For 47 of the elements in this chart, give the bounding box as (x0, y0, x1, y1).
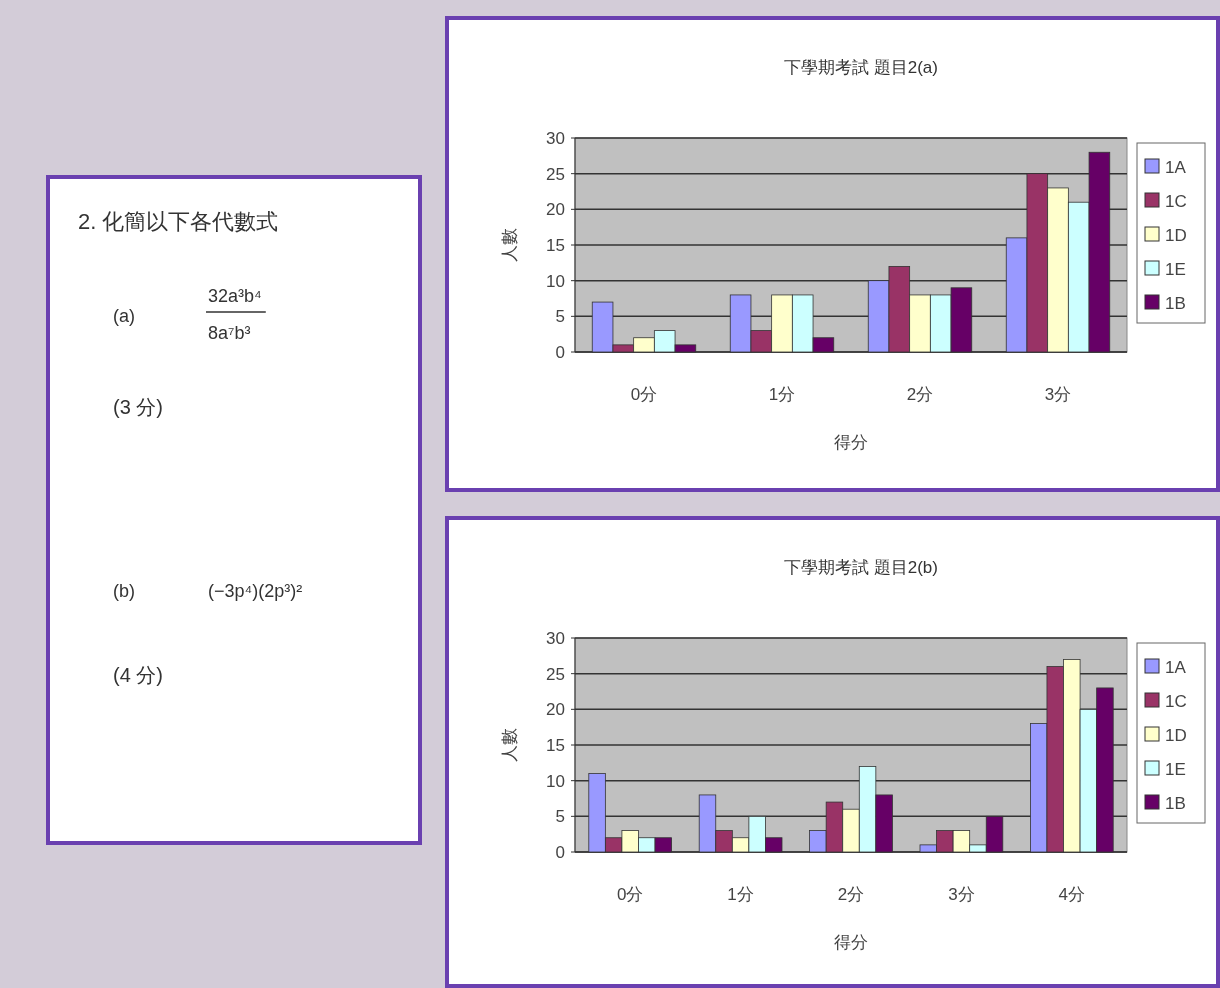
y-tick-label: 25 (546, 664, 565, 684)
text: (3 分) (113, 396, 163, 418)
legend-label: 1D (1165, 226, 1187, 245)
y-axis-title: 人數 (500, 728, 519, 762)
legend-label: 1C (1165, 692, 1187, 711)
legend-label: 1A (1165, 658, 1187, 677)
legend-label: 1A (1165, 158, 1187, 177)
text: (b) (113, 581, 135, 601)
y-tick-label: 30 (546, 129, 565, 148)
legend-label: 1B (1165, 294, 1186, 313)
y-tick-label: 15 (546, 236, 565, 255)
x-tick-label: 4分 (1058, 885, 1086, 904)
y-tick-label: 25 (546, 164, 565, 184)
text: (−3p⁴)(2p³)² (208, 581, 303, 601)
y-axis-title: 人數 (500, 228, 519, 262)
x-axis-title: 得分 (834, 933, 868, 952)
x-tick-label: 1分 (727, 885, 754, 904)
legend-label: 1C (1165, 192, 1187, 211)
x-tick-label: 3分 (1044, 385, 1072, 404)
y-tick-label: 0 (555, 843, 565, 862)
legend-label: 1D (1165, 726, 1187, 745)
legend-label: 1E (1165, 760, 1186, 779)
y-tick-label: 20 (546, 700, 565, 720)
x-tick-label: 3分 (948, 885, 975, 904)
legend-label: 1E (1165, 260, 1186, 279)
y-tick-label: 15 (546, 736, 565, 755)
y-tick-label: 5 (555, 307, 565, 327)
y-tick-label: 10 (546, 271, 565, 291)
y-tick-label: 5 (555, 807, 565, 827)
x-tick-label: 2分 (837, 885, 865, 904)
chart-title: 下學期考試 題目2(a) (784, 58, 938, 77)
x-tick-label: 0分 (616, 885, 644, 904)
chart-title: 下學期考試 題目2(b) (784, 558, 938, 577)
legend-label: 1B (1165, 794, 1186, 813)
text: 2. 化簡以下各代數式 (78, 209, 279, 234)
y-tick-label: 20 (546, 200, 565, 220)
text: (a) (113, 306, 135, 326)
text: 8a⁷b³ (208, 323, 251, 343)
text: 32a³b⁴ (208, 286, 262, 306)
x-axis-title: 得分 (834, 433, 868, 452)
y-tick-label: 0 (555, 343, 565, 362)
x-tick-label: 2分 (906, 385, 934, 404)
text: (4 分) (113, 664, 163, 686)
y-tick-label: 10 (546, 771, 565, 791)
x-tick-label: 0分 (630, 385, 658, 404)
y-tick-label: 30 (546, 629, 565, 648)
x-tick-label: 1分 (768, 385, 796, 404)
